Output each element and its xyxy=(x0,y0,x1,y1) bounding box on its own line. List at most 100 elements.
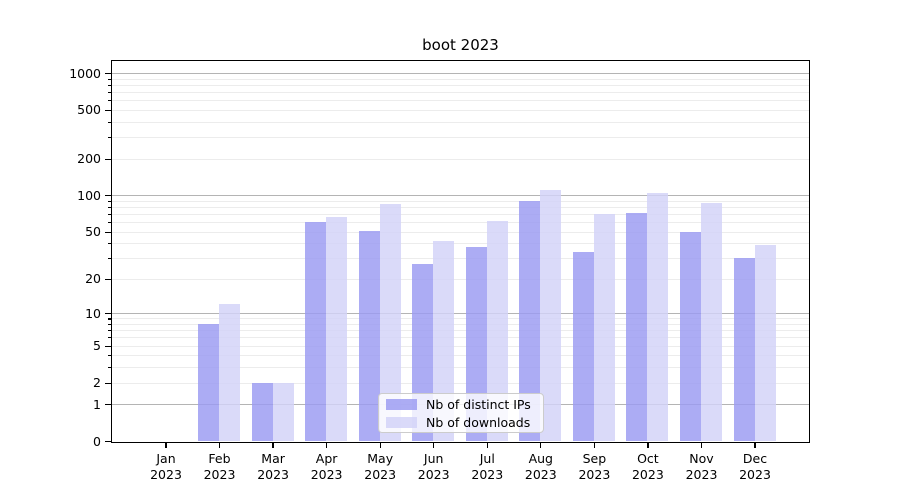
bar-downloads-dec xyxy=(754,244,776,441)
x-tick-label-dec: Dec 2023 xyxy=(739,451,771,482)
x-tick xyxy=(540,443,542,448)
legend-item-distinct-ips: Nb of distinct IPs xyxy=(386,397,543,412)
y-tick-minor xyxy=(107,258,111,260)
gridline-minor xyxy=(112,158,809,160)
y-tick-label: 100 xyxy=(77,187,101,203)
y-tick-minor xyxy=(107,318,111,320)
y-tick-label: 0 xyxy=(93,433,101,449)
bar-downloads-feb xyxy=(219,304,240,441)
bar-downloads-may xyxy=(379,204,401,441)
bar-downloads-nov xyxy=(701,202,722,441)
gridline-minor xyxy=(112,330,809,332)
x-tick-label-oct: Oct 2023 xyxy=(631,451,664,482)
gridline-minor xyxy=(112,121,809,123)
y-tick-minor xyxy=(107,324,111,326)
y-tick-minor xyxy=(107,200,111,202)
gridline-major xyxy=(112,313,809,315)
y-tick xyxy=(105,382,111,384)
gridline-minor xyxy=(112,84,809,86)
gridline-minor xyxy=(112,258,809,260)
y-tick-label: 5 xyxy=(93,338,101,354)
gridline-minor xyxy=(112,337,809,339)
bar-downloads-jul xyxy=(486,221,508,441)
y-tick xyxy=(105,158,111,160)
bar-downloads-mar xyxy=(272,382,294,441)
bar-distinct-ips-jul xyxy=(465,247,487,441)
y-tick-minor xyxy=(107,78,111,80)
y-tick xyxy=(105,404,111,406)
legend-swatch-distinct-ips xyxy=(386,398,417,410)
gridline-minor xyxy=(112,213,809,215)
bar-downloads-jun xyxy=(433,240,455,441)
gridline-minor xyxy=(112,100,809,102)
x-tick xyxy=(593,443,596,448)
y-tick-minor xyxy=(107,206,111,209)
gridline-minor xyxy=(112,200,809,202)
x-tick-label-apr: Apr 2023 xyxy=(310,451,343,482)
bar-downloads-aug xyxy=(540,190,562,441)
x-tick xyxy=(272,443,274,448)
bar-distinct-ips-may xyxy=(358,230,380,441)
y-tick-minor xyxy=(107,330,111,332)
x-tick-label-may: May 2023 xyxy=(364,451,397,482)
bar-distinct-ips-feb xyxy=(198,324,219,441)
bar-downloads-sep xyxy=(593,213,615,441)
y-tick-minor xyxy=(107,243,111,245)
x-tick-label-jul: Jul 2023 xyxy=(471,451,504,482)
bar-distinct-ips-aug xyxy=(519,201,541,441)
bar-distinct-ips-nov xyxy=(680,231,701,441)
y-tick xyxy=(105,73,111,75)
bar-downloads-apr xyxy=(326,217,348,441)
y-tick xyxy=(105,278,111,280)
x-tick-label-jun: Jun 2023 xyxy=(417,451,450,482)
x-tick xyxy=(218,443,221,448)
y-tick-minor xyxy=(107,137,111,139)
bar-distinct-ips-oct xyxy=(626,213,648,441)
gridline-minor xyxy=(112,222,809,223)
x-tick xyxy=(700,443,703,448)
x-tick xyxy=(379,443,381,448)
gridline-minor xyxy=(112,318,809,320)
gridline-major xyxy=(112,73,809,74)
gridline-minor xyxy=(112,278,809,280)
legend-label-distinct-ips: Nb of distinct IPs xyxy=(426,396,531,412)
y-tick-label: 1 xyxy=(93,396,101,412)
y-tick-label: 50 xyxy=(85,224,101,240)
bar-distinct-ips-mar xyxy=(251,382,273,441)
x-tick xyxy=(486,443,488,448)
plot-area xyxy=(111,60,810,443)
bar-distinct-ips-dec xyxy=(733,258,755,441)
y-tick xyxy=(105,313,111,315)
y-tick-minor xyxy=(107,100,111,102)
y-tick-minor xyxy=(107,367,111,369)
y-tick-minor xyxy=(107,222,111,224)
gridline-minor xyxy=(112,109,809,111)
x-tick xyxy=(647,443,649,448)
x-tick-label-sep: Sep 2023 xyxy=(578,451,611,482)
legend-item-downloads: Nb of downloads xyxy=(386,415,543,430)
y-tick xyxy=(105,109,111,112)
y-tick xyxy=(105,441,111,443)
bar-downloads-oct xyxy=(647,192,669,441)
y-tick-minor xyxy=(107,84,111,87)
y-tick-minor xyxy=(107,121,111,123)
y-tick-label: 500 xyxy=(77,102,101,118)
gridline-minor xyxy=(112,243,809,245)
legend: Nb of distinct IPs Nb of downloads xyxy=(378,393,544,433)
x-tick xyxy=(165,443,167,448)
y-tick xyxy=(105,345,111,347)
gridline-minor xyxy=(112,324,809,325)
gridline-major xyxy=(112,195,809,197)
y-tick-minor xyxy=(107,337,111,339)
y-tick-minor xyxy=(107,92,111,94)
legend-label-downloads: Nb of downloads xyxy=(426,414,531,430)
y-tick xyxy=(105,231,111,233)
x-tick xyxy=(433,443,435,448)
y-tick-label: 2 xyxy=(93,375,101,390)
x-tick-label-jan: Jan 2023 xyxy=(150,451,182,482)
gridline-minor xyxy=(112,206,809,208)
bar-distinct-ips-sep xyxy=(572,251,594,441)
y-tick-label: 200 xyxy=(77,151,101,166)
gridline-minor xyxy=(112,367,809,369)
